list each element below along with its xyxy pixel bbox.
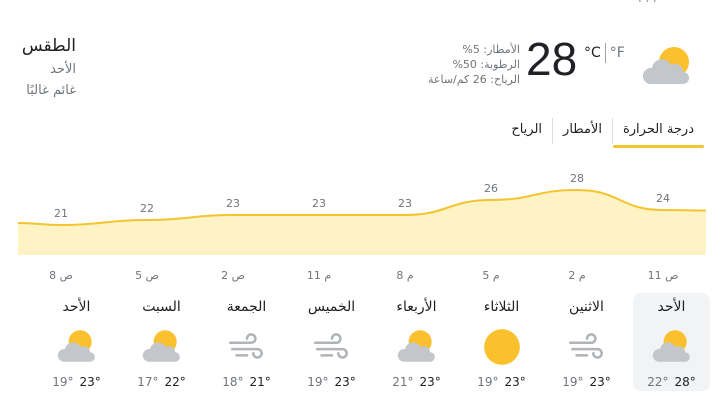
high-temp: 23° [419,375,441,389]
forecast-day[interactable]: الأحد 19° 23° [38,293,115,391]
high-temp: 22° [164,375,186,389]
x-tick-label: 11 م [307,269,331,282]
tab-precipitation[interactable]: الأمطار [563,122,602,137]
forecast-day[interactable]: الاثنين 19° 23° [548,293,625,391]
weather-header: الطقس الأحد غائم غالبًا [18,36,76,98]
forecast-day[interactable]: الثلاثاء 19° 23° [463,293,540,391]
partly-cloudy-icon [38,327,115,367]
low-temp: 22° [647,375,669,389]
wind-icon [208,327,285,367]
forecast-temps: 19° 23° [293,375,370,389]
overflow-dots: ··· [637,0,660,10]
current-weather: الأمطار: 5% الرطوبة: 50% الرياح: 26 كم/س… [424,33,710,98]
x-tick-label: 8 م [396,269,413,282]
forecast-temps: 17° 22° [123,375,200,389]
high-temp: 23° [79,375,101,389]
x-tick-label: 5 م [482,269,499,282]
high-temp: 23° [589,375,611,389]
forecast-day-name: الخميس [307,299,356,315]
data-label: 28 [570,172,584,185]
forecast-day-name: الثلاثاء [483,299,520,315]
current-day: الأحد [50,62,76,77]
tab-separator [611,118,613,144]
temperature-line [18,188,706,227]
hourly-temperature-chart: 24 28 26 23 23 23 22 21 11 ص 2 م 5 م 8 م 11 م 2 ص 5 ص 8… [18,160,706,290]
forecast-day[interactable]: الخميس 19° 23° [293,293,370,391]
high-temp: 23° [334,375,356,389]
partly-cloudy-icon [633,327,710,367]
data-label: 26 [484,182,498,195]
low-temp: 21° [392,375,414,389]
forecast-day-name: الأحد [62,299,91,315]
high-temp: 21° [249,375,271,389]
sun-icon [463,327,540,367]
forecast-temps: 18° 21° [208,375,285,389]
x-tick-label: 2 ص [221,269,245,282]
tab-temperature[interactable]: درجة الحرارة [612,118,705,148]
wind-icon [293,327,370,367]
tab-wind[interactable]: الرياح [511,122,543,137]
forecast-day-name: الاثنين [569,299,604,315]
data-label: 23 [312,197,326,210]
forecast-temps: 21° 23° [378,375,455,389]
forecast-day-name: الجمعة [226,299,267,315]
unit-toggle: °C °F [584,43,625,63]
forecast-day-name: السبت [142,299,181,315]
forecast-day[interactable]: السبت 17° 22° [123,293,200,391]
forecast-temps: 19° 23° [463,375,540,389]
data-label: 23 [398,197,412,210]
metric-tabs: درجة الحرارة الأمطار الرياح [501,118,705,148]
current-temperature: 28 [526,33,578,85]
chart-svg: 24 28 26 23 23 23 22 21 11 ص 2 م 5 م 8 م 11 م 2 ص 5 ص 8… [18,172,706,282]
forecast-temps: 22° 28° [633,375,710,389]
low-temp: 18° [222,375,244,389]
humidity-text: الرطوبة: 50% [452,58,520,71]
forecast-day-name: الأربعاء [396,299,437,315]
low-temp: 19° [307,375,329,389]
wind-text: الرياح: 26 كم/ساعة [428,73,520,86]
data-label: 21 [54,207,68,220]
x-tick-label: 11 ص [648,269,679,282]
unit-separator [604,43,606,63]
fahrenheit-button[interactable]: °F [609,45,625,61]
forecast-day[interactable]: الأربعاء 21° 23° [378,293,455,391]
high-temp: 28° [674,375,696,389]
forecast-day-name: الأحد [657,299,686,315]
low-temp: 17° [137,375,159,389]
high-temp: 23° [504,375,526,389]
forecast-temps: 19° 23° [38,375,115,389]
x-tick-label: 8 ص [49,269,73,282]
low-temp: 19° [562,375,584,389]
current-condition: غائم غالبًا [26,83,76,98]
x-tick-label: 2 م [568,269,585,282]
partly-cloudy-icon [123,327,200,367]
low-temp: 19° [52,375,74,389]
temperature-area [18,190,706,255]
wind-icon [548,327,625,367]
tab-separator [552,118,554,144]
current-details: الأمطار: 5% الرطوبة: 50% الرياح: 26 كم/س… [424,42,520,87]
data-label: 22 [140,202,154,215]
partly-cloudy-icon [378,327,455,367]
weather-title: الطقس [21,36,76,56]
x-tick-label: 5 ص [135,269,159,282]
data-label: 23 [226,197,240,210]
precipitation-text: الأمطار: 5% [462,43,520,56]
forecast-day[interactable]: الأحد 22° 28° [633,293,710,391]
celsius-button[interactable]: °C [584,45,601,61]
forecast-day[interactable]: الجمعة 18° 21° [208,293,285,391]
low-temp: 19° [477,375,499,389]
data-label: 24 [656,192,670,205]
daily-forecast: الأحد 22° 28° الاثنين 19° 23° الثلاثاء 19° 23° ال… [16,293,710,393]
forecast-temps: 19° 23° [548,375,625,389]
partly-cloudy-icon [640,42,698,94]
